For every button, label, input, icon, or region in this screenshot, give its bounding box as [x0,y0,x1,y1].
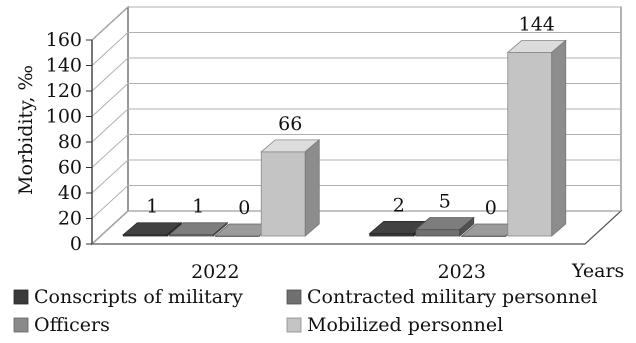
legend-label: Conscripts of military [34,286,243,308]
bar-front [415,229,461,237]
y-tick-label: 20 [58,208,82,230]
x-tick-label: 2023 [438,261,486,283]
bar-front [260,151,306,237]
bar [506,39,567,237]
data-label: 5 [439,191,451,213]
y-tick-label: 60 [58,157,82,179]
legend-item: Officers [13,314,110,336]
gridline [91,32,621,66]
y-axis-label: Morbidity, ‰ [15,65,37,195]
bar [122,221,183,237]
gridline [91,159,621,194]
gridline [91,210,621,245]
bar [260,138,321,237]
data-label: 0 [238,197,250,219]
data-label: 2 [393,194,405,216]
gridline [91,134,621,168]
data-label: 1 [146,196,158,218]
legend-item: Conscripts of military [13,286,243,308]
y-tick-label: 160 [46,29,82,51]
bar [414,216,475,237]
legend-item: Contracted military personnel [286,286,598,308]
data-label: 144 [519,13,555,35]
gridline [91,108,621,143]
y-tick-label: 100 [46,106,82,128]
bars [122,39,567,237]
legend-swatch [13,317,29,333]
data-label: 1 [192,196,204,218]
bar-side [304,138,320,237]
bar [168,221,229,237]
legend-swatch [286,289,302,305]
x-axis-label: Years [571,260,624,282]
legend-label: Mobilized personnel [307,314,503,336]
y-tick-label: 140 [46,55,82,77]
data-label: 0 [485,197,497,219]
bar-side [212,221,228,237]
gridline [91,57,621,92]
y-tick-label: 0 [70,233,82,255]
data-label: 66 [278,113,302,135]
bar-front [507,52,553,237]
y-axis-ticks: 0 20 40 60 80 100 120 140 160 [46,29,93,255]
legend: Conscripts of military Contracted militar… [13,286,598,336]
y-tick-label: 80 [58,131,82,153]
bar-side [459,216,475,237]
x-tick-label: 2022 [191,261,239,283]
y-tick-label: 120 [46,80,82,102]
legend-label: Contracted military personnel [307,286,598,308]
legend-swatch [286,317,302,333]
x-axis-ticks: 2022 2023 [191,261,486,283]
legend-swatch [13,289,29,305]
y-tick-label: 40 [58,182,82,204]
bar-side [551,39,567,237]
gridline [91,6,621,41]
legend-item: Mobilized personnel [286,314,503,336]
legend-label: Officers [34,314,110,336]
data-labels: 1 1 0 66 2 5 0 144 [146,13,555,219]
gridline [91,83,621,117]
gridline [91,185,621,219]
gridlines [91,6,621,245]
